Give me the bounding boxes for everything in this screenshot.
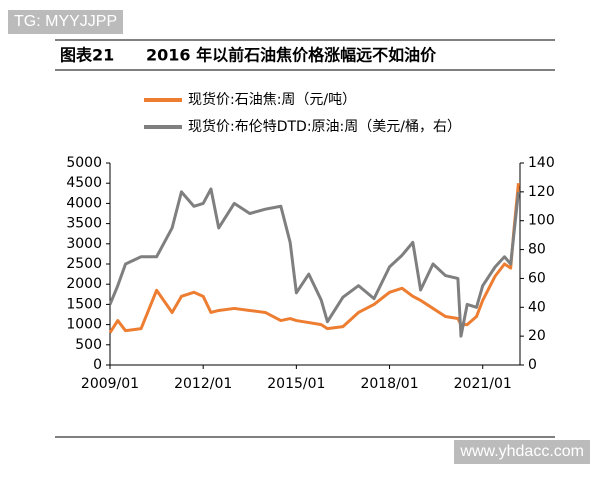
y-tick-label: 0 <box>93 357 102 373</box>
watermark: www.yhdacc.com <box>454 440 590 464</box>
y2-tick-label: 60 <box>528 270 546 286</box>
y-tick-label: 1000 <box>66 317 102 333</box>
x-tick-label: 2012/01 <box>174 376 232 392</box>
y-tick-label: 2500 <box>66 256 102 272</box>
y2-tick-label: 140 <box>528 155 555 171</box>
y-tick-label: 2000 <box>66 276 102 292</box>
y-tick-label: 4000 <box>66 195 102 211</box>
x-tick-label: 2015/01 <box>267 376 325 392</box>
y-tick-label: 3000 <box>66 236 102 252</box>
y2-tick-label: 40 <box>528 299 546 315</box>
y-tick-label: 5000 <box>66 155 102 171</box>
y-tick-label: 500 <box>75 337 102 353</box>
y2-tick-label: 120 <box>528 184 555 200</box>
legend-label: 现货价:石油焦:周（元/吨） <box>188 91 356 108</box>
chart-title: 2016 年以前石油焦价格涨幅远不如油价 <box>146 46 437 65</box>
y-tick-label: 4500 <box>66 175 102 191</box>
y-tick-label: 1500 <box>66 296 102 312</box>
y-tick-label: 3500 <box>66 216 102 232</box>
x-tick-label: 2018/01 <box>360 376 418 392</box>
series-line <box>108 187 520 338</box>
x-tick-label: 2021/01 <box>454 376 512 392</box>
legend-label: 现货价:布伦特DTD:原油:周（美元/桶，右） <box>188 118 461 135</box>
y2-tick-label: 0 <box>528 357 537 373</box>
watermark: TG: MYYJJPP <box>8 10 124 34</box>
x-tick-label: 2009/01 <box>81 376 139 392</box>
series-line <box>108 183 520 334</box>
y2-tick-label: 100 <box>528 213 555 229</box>
figure-label: 图表21 <box>60 46 114 65</box>
y2-tick-label: 80 <box>528 242 546 258</box>
y2-tick-label: 20 <box>528 328 546 344</box>
